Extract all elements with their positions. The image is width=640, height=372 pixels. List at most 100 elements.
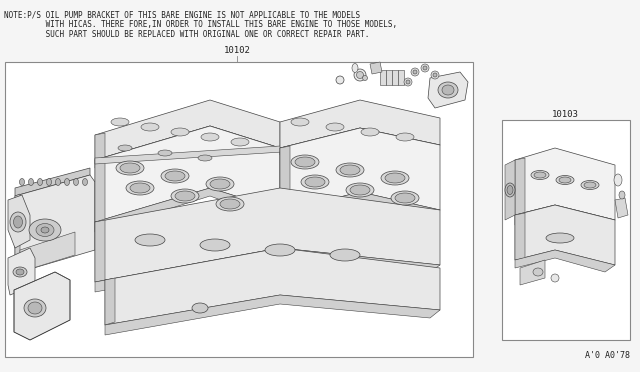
Ellipse shape [584, 182, 596, 188]
Bar [502, 120, 630, 340]
Ellipse shape [326, 123, 344, 131]
Polygon shape [95, 248, 440, 292]
Ellipse shape [56, 179, 61, 186]
Polygon shape [280, 128, 440, 212]
Ellipse shape [41, 227, 49, 233]
Ellipse shape [171, 189, 199, 203]
Ellipse shape [559, 177, 571, 183]
Ellipse shape [431, 71, 439, 79]
Ellipse shape [352, 64, 358, 73]
Text: 10102: 10102 [223, 46, 250, 55]
Ellipse shape [413, 70, 417, 74]
Polygon shape [505, 160, 515, 220]
Ellipse shape [395, 193, 415, 203]
Ellipse shape [330, 249, 360, 261]
Text: WITH HICAS. THERE FORE,IN ORDER TO INSTALL THIS BARE ENGINE TO THOSE MODELS,: WITH HICAS. THERE FORE,IN ORDER TO INSTA… [4, 20, 397, 29]
Polygon shape [95, 158, 105, 222]
Text: A'0 A0'78: A'0 A0'78 [585, 351, 630, 360]
Polygon shape [95, 188, 440, 282]
Ellipse shape [433, 73, 437, 77]
Ellipse shape [356, 71, 364, 78]
Ellipse shape [361, 128, 379, 136]
Polygon shape [386, 70, 392, 85]
Ellipse shape [192, 303, 208, 313]
Ellipse shape [350, 185, 370, 195]
Ellipse shape [116, 161, 144, 175]
Polygon shape [95, 133, 105, 160]
Ellipse shape [10, 212, 26, 232]
Ellipse shape [83, 179, 88, 186]
Ellipse shape [198, 155, 212, 161]
Ellipse shape [265, 244, 295, 256]
Polygon shape [380, 70, 386, 85]
Polygon shape [8, 195, 30, 248]
Ellipse shape [546, 233, 574, 243]
Text: SUCH PART SHOULD BE REPLACED WITH ORIGINAL ONE OR CORRECT REPAIR PART.: SUCH PART SHOULD BE REPLACED WITH ORIGIN… [4, 30, 369, 39]
Ellipse shape [29, 219, 61, 241]
Ellipse shape [295, 157, 315, 167]
Polygon shape [95, 126, 280, 222]
Ellipse shape [305, 177, 325, 187]
Ellipse shape [111, 118, 129, 126]
Ellipse shape [175, 191, 195, 201]
Ellipse shape [421, 64, 429, 72]
Text: NOTE:P/S OIL PUMP BRACKET OF THIS BARE ENGINE IS NOT APPLICABLE TO THE MODELS: NOTE:P/S OIL PUMP BRACKET OF THIS BARE E… [4, 10, 360, 19]
Polygon shape [105, 278, 115, 325]
Ellipse shape [216, 197, 244, 211]
Polygon shape [95, 126, 280, 168]
Ellipse shape [423, 66, 427, 70]
Polygon shape [95, 220, 105, 282]
Text: 10103: 10103 [552, 110, 579, 119]
Ellipse shape [47, 179, 51, 186]
Polygon shape [515, 205, 615, 265]
Bar [5, 62, 473, 357]
Polygon shape [515, 158, 525, 215]
Ellipse shape [220, 199, 240, 209]
Ellipse shape [210, 179, 230, 189]
Ellipse shape [533, 268, 543, 276]
Ellipse shape [404, 78, 412, 86]
Ellipse shape [291, 155, 319, 169]
Ellipse shape [74, 179, 79, 186]
Ellipse shape [336, 76, 344, 84]
Ellipse shape [29, 179, 33, 186]
Ellipse shape [16, 269, 24, 275]
Ellipse shape [28, 302, 42, 314]
Ellipse shape [135, 234, 165, 246]
Ellipse shape [581, 180, 599, 189]
Ellipse shape [391, 191, 419, 205]
Polygon shape [370, 62, 382, 74]
Ellipse shape [346, 183, 374, 197]
Ellipse shape [354, 69, 366, 81]
Ellipse shape [120, 163, 140, 173]
Ellipse shape [381, 171, 409, 185]
Ellipse shape [336, 163, 364, 177]
Ellipse shape [406, 80, 410, 84]
Ellipse shape [141, 123, 159, 131]
Polygon shape [15, 168, 90, 196]
Ellipse shape [438, 82, 458, 98]
Polygon shape [20, 232, 75, 272]
Ellipse shape [165, 171, 185, 181]
Ellipse shape [619, 191, 625, 199]
Ellipse shape [161, 169, 189, 183]
Ellipse shape [158, 150, 172, 156]
Polygon shape [515, 205, 615, 228]
Ellipse shape [291, 118, 309, 126]
Ellipse shape [130, 183, 150, 193]
Ellipse shape [13, 216, 22, 228]
Ellipse shape [171, 128, 189, 136]
Polygon shape [15, 175, 95, 272]
Ellipse shape [505, 183, 515, 197]
Ellipse shape [13, 267, 27, 277]
Polygon shape [280, 128, 440, 155]
Polygon shape [15, 194, 20, 265]
Polygon shape [428, 72, 468, 108]
Ellipse shape [38, 179, 42, 186]
Ellipse shape [556, 176, 574, 185]
Polygon shape [615, 198, 628, 218]
Ellipse shape [362, 76, 367, 80]
Polygon shape [105, 248, 440, 325]
Ellipse shape [442, 85, 454, 95]
Ellipse shape [507, 186, 513, 195]
